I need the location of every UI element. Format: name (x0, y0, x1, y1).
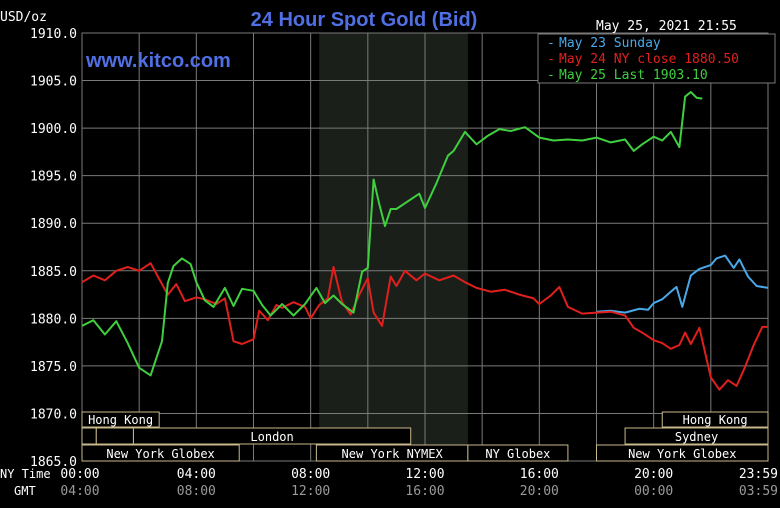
session-band-box (132, 427, 412, 445)
y-tick-label: 1890.0 (30, 217, 77, 232)
legend-box (537, 33, 776, 84)
y-tick-label: 1865.0 (30, 455, 77, 470)
legend-dash-may24: - (547, 52, 555, 67)
watermark-url: www.kitco.com (85, 50, 231, 72)
session-band-label: Hong Kong (88, 413, 153, 427)
session-band-box (95, 427, 134, 445)
legend-dash-may23: - (547, 36, 555, 51)
y-tick-label: 1870.0 (30, 407, 77, 422)
series-line-may25 (81, 91, 703, 377)
legend-item-may24: May 24 NY close 1880.50 (559, 52, 739, 67)
nymex-highlight-band (319, 33, 468, 461)
x-tick-label-ny: 23:59 (739, 467, 778, 482)
y-tick-label: 1895.0 (30, 170, 77, 185)
session-band-box (624, 427, 769, 445)
x-tick-label-gmt: 04:00 (60, 484, 99, 499)
session-band-box (467, 444, 569, 462)
timestamp: May 25, 2021 21:55 (596, 19, 737, 34)
ny-time-row-label: NY Time (0, 467, 51, 481)
x-tick-label-ny: 00:00 (60, 467, 99, 482)
x-tick-label-gmt: 20:00 (520, 484, 559, 499)
x-tick-label-ny: 12:00 (405, 467, 444, 482)
y-tick-label: 1910.0 (30, 27, 77, 42)
session-band-europe: London (132, 427, 412, 445)
session-band-box (661, 411, 769, 428)
session-band-america: New York Globex (81, 444, 240, 462)
y-tick-label: 1875.0 (30, 360, 77, 375)
y-tick-label: 1900.0 (30, 122, 77, 137)
x-tick-label-ny: 08:00 (291, 467, 330, 482)
x-tick-label-ny: 20:00 (634, 467, 673, 482)
gmt-row-label: GMT (14, 484, 36, 498)
x-tick-label-ny: 16:00 (520, 467, 559, 482)
session-band-america: New York NYMEX (315, 444, 469, 462)
x-axis-tick-labels: 00:00 04:00 08:00 12:00 16:00 20:00 23:59 04:00… (60, 467, 778, 499)
session-band-europe: Sydney (624, 427, 769, 445)
session-band-europe (95, 427, 134, 445)
session-band-label: NY Globex (485, 447, 550, 461)
session-band-label: London (250, 430, 293, 444)
session-band-america: New York Globex (596, 444, 769, 462)
x-tick-label-gmt: 00:00 (634, 484, 673, 499)
session-band-america: NY Globex (467, 444, 569, 462)
legend-item-may23: May 23 Sunday (559, 36, 661, 51)
legend-item-may25: May 25 Last 1903.10 (559, 68, 708, 83)
session-bands: Hong Kong Hong Kong London Sydney New York G… (81, 411, 769, 462)
session-band-asia: Hong Kong (661, 411, 769, 428)
session-band-label: New York NYMEX (342, 447, 444, 461)
x-tick-label-gmt: 03:59 (739, 484, 778, 499)
x-tick-label-gmt: 12:00 (291, 484, 330, 499)
x-tick-label-ny: 04:00 (177, 467, 216, 482)
session-band-label: New York Globex (628, 447, 736, 461)
y-tick-label: 1885.0 (30, 265, 77, 280)
session-band-label: Sydney (675, 430, 718, 444)
x-tick-label-gmt: 08:00 (177, 484, 216, 499)
series-line-may23 (596, 254, 769, 314)
session-band-label: New York Globex (106, 447, 214, 461)
session-band-box (81, 411, 160, 428)
y-axis-tick-labels: 1910.0 1905.0 1900.0 1895.0 1890.0 1885.0 1880… (30, 27, 77, 470)
chart-title: 24 Hour Spot Gold (Bid) (251, 9, 478, 31)
legend: May 23 Sunday May 24 NY close 1880.50 Ma… (537, 33, 776, 84)
y-tick-label: 1880.0 (30, 312, 77, 327)
session-band-label: Hong Kong (683, 413, 748, 427)
session-band-box (81, 444, 240, 462)
x-tick-label-gmt: 16:00 (405, 484, 444, 499)
session-band-box (81, 427, 97, 445)
session-band-europe (81, 427, 97, 445)
y-tick-label: 1905.0 (30, 75, 77, 90)
legend-dash-may25: - (547, 68, 555, 83)
session-band-box (596, 444, 769, 462)
series-lines (81, 91, 769, 391)
units-label: USD/oz (0, 10, 47, 25)
session-band-asia: Hong Kong (81, 411, 160, 428)
